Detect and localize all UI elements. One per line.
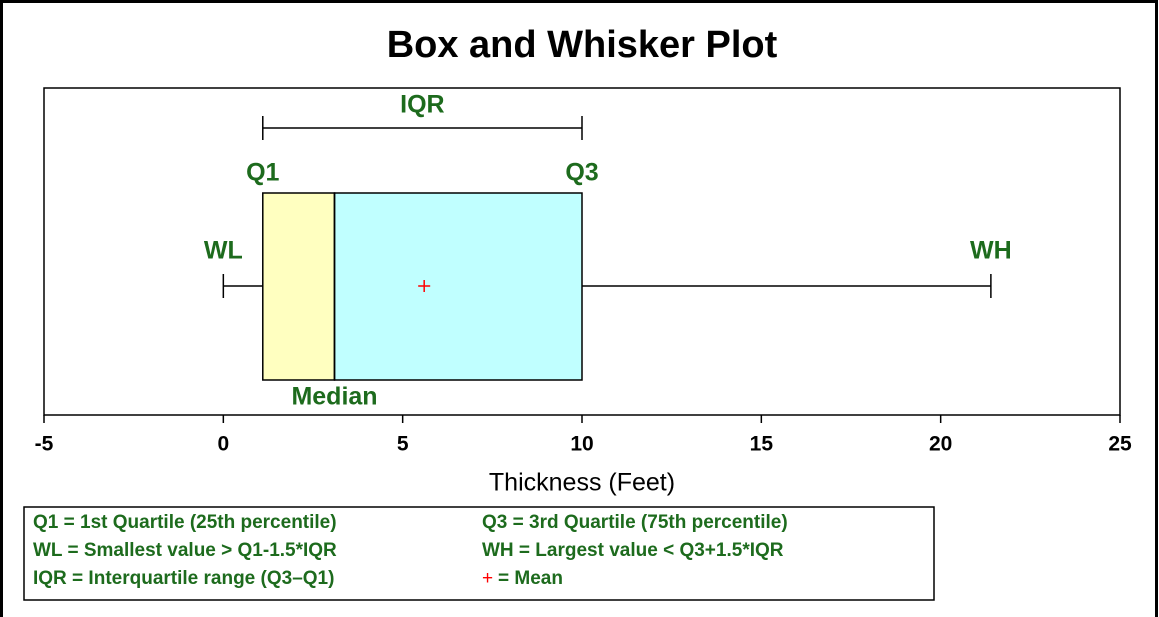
x-axis-label: Thickness (Feet) xyxy=(489,469,675,497)
x-tick-label: 0 xyxy=(217,433,229,456)
legend-item: WL = Smallest value > Q1-1.5*IQR xyxy=(33,540,337,561)
box-upper xyxy=(333,192,583,381)
x-tick-label: 25 xyxy=(1108,433,1132,456)
x-tick-label: 10 xyxy=(570,433,593,456)
chart-title: Box and Whisker Plot xyxy=(387,24,778,66)
x-tick-label: 20 xyxy=(929,433,952,456)
q3-label: Q3 xyxy=(565,159,598,187)
mean-marker xyxy=(418,280,431,292)
legend-item: IQR = Interquartile range (Q3–Q1) xyxy=(33,568,334,589)
legend-mean-symbol: + xyxy=(482,568,493,589)
x-tick-label: -5 xyxy=(35,433,54,456)
legend-mean-text: = Mean xyxy=(498,568,563,589)
x-tick-label: 15 xyxy=(750,433,774,456)
x-tick-label: 5 xyxy=(397,433,409,456)
wl-label: WL xyxy=(204,237,243,265)
q1-label: Q1 xyxy=(246,159,279,187)
iqr-label: IQR xyxy=(400,91,444,119)
box-lower xyxy=(262,192,336,381)
legend-item: Q3 = 3rd Quartile (75th percentile) xyxy=(482,512,788,533)
legend-box xyxy=(23,506,935,601)
wh-label: WH xyxy=(970,237,1012,265)
legend-item: WH = Largest value < Q3+1.5*IQR xyxy=(482,540,784,561)
iqr-bracket xyxy=(262,116,583,140)
legend-item: Q1 = 1st Quartile (25th percentile) xyxy=(33,512,337,533)
median-label: Median xyxy=(291,383,377,411)
